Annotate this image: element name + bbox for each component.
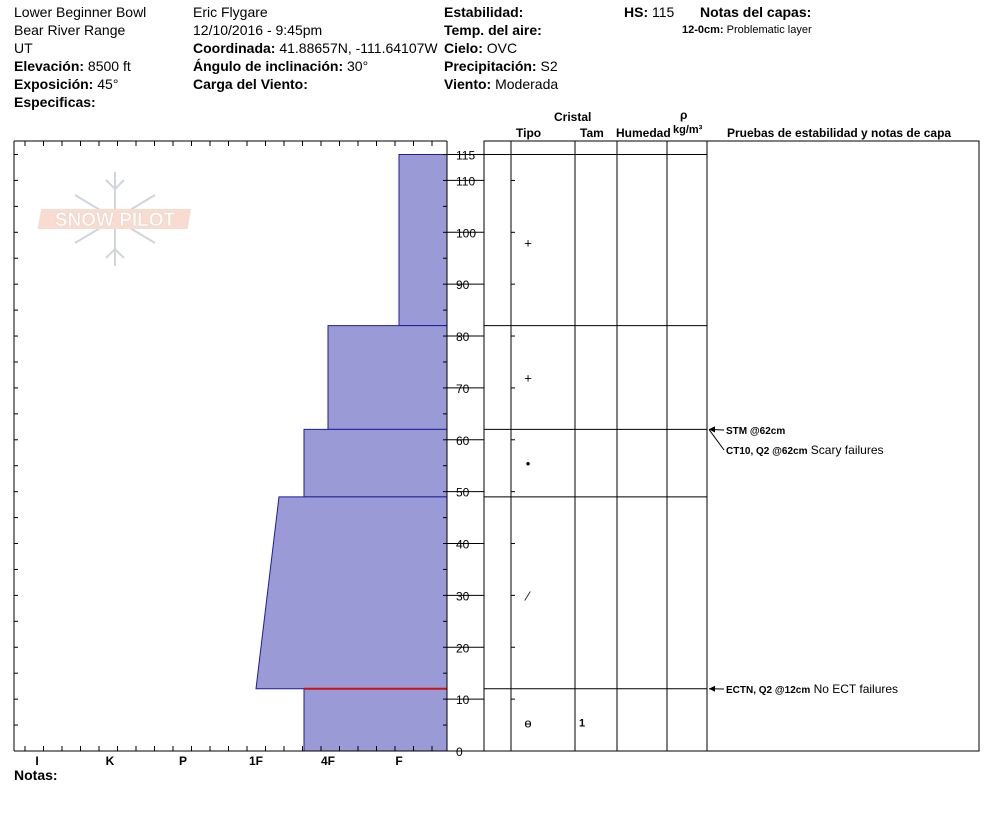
x-tick-label: I <box>35 754 38 768</box>
crystal-header: Cristal <box>554 110 592 124</box>
y-tick-label: 10 <box>456 693 470 707</box>
coordinates: Coordinada: 41.88657N, -111.64107W <box>193 40 438 56</box>
precip-value: S2 <box>540 58 558 74</box>
y-tick-label: 70 <box>456 382 470 396</box>
sky-label: Cielo: <box>444 40 483 56</box>
sky: Cielo: OVC <box>444 40 517 56</box>
test-result: CT10, Q2 @62cm <box>726 446 808 457</box>
observer-name: Eric Flygare <box>193 4 268 20</box>
y-tick-label: 90 <box>456 278 470 292</box>
hardness-plot: 0 10 20 30 40 50 60 70 80 90 100 110 115 I K P 1F 4F F <box>13 140 484 768</box>
hardness-layer-2 <box>303 428 448 498</box>
layer-note: 12-0cm: Problematic layer <box>682 24 812 37</box>
hardness-layer-3 <box>255 496 448 690</box>
stability-test-1: CT10, Q2 @62cm Scary failures <box>726 443 884 457</box>
wind-label: Viento: <box>444 76 492 92</box>
coordinates-label: Coordinada: <box>193 40 276 56</box>
size-header: Tam <box>580 126 604 140</box>
y-tick-label: 20 <box>456 641 470 655</box>
grain-type-symbol-2: • <box>526 456 531 471</box>
snowpilot-logo: SNOW PILOT <box>37 172 192 266</box>
layer-note-text: Problematic layer <box>726 24 812 36</box>
test-note: Scary failures <box>807 443 883 457</box>
x-tick-label: P <box>179 754 187 768</box>
wind-loading-label: Carga del Viento: <box>193 76 308 92</box>
y-tick-label: 50 <box>456 486 470 500</box>
x-tick-label: F <box>395 754 402 768</box>
grain-type-symbol-3: ⁄ <box>524 588 531 603</box>
y-tick-label: 115 <box>456 148 475 162</box>
test-arrow-line <box>708 429 725 451</box>
mountain-range: Bear River Range <box>14 22 126 38</box>
elevation-value: 8500 ft <box>87 58 131 74</box>
y-tick-label: 60 <box>456 434 470 448</box>
layers-table: + + • ⁄ ɵ 1 STM @62cm CT10, Q2 @62cm Scary fail… <box>483 140 980 752</box>
x-tick-label: 4F <box>321 754 335 768</box>
density-unit-header: kg/m³ <box>673 124 703 136</box>
grain-type-symbol-4: ɵ <box>524 715 531 730</box>
precipitation: Precipitación: S2 <box>444 58 558 74</box>
y-tick-label: 0 <box>456 745 463 759</box>
snow-height: HS: 115 <box>624 4 674 20</box>
observation-datetime: 12/10/2016 - 9:45pm <box>193 22 323 38</box>
y-tick-label: 80 <box>456 330 470 344</box>
aspect: Exposición: 45° <box>14 76 118 92</box>
type-header: Tipo <box>516 126 542 140</box>
y-tick-label: 30 <box>456 589 470 603</box>
grain-size-0: 1 <box>579 717 585 729</box>
y-tick-label: 40 <box>456 538 470 552</box>
aspect-label: Exposición: <box>14 76 94 92</box>
hardness-layer-0 <box>398 153 448 327</box>
tests-header: Pruebas de estabilidad y notas de capa <box>727 126 952 140</box>
hardness-layer-1 <box>327 325 448 430</box>
stability-test-0: STM @62cm <box>726 426 785 437</box>
grain-type-symbol-1: + <box>524 371 532 386</box>
y-tick-label: 100 <box>456 226 476 240</box>
test-result: STM @62cm <box>726 426 785 437</box>
elevation: Elevación: 8500 ft <box>14 58 131 74</box>
precip-label: Precipitación: <box>444 58 537 74</box>
test-arrow-head <box>709 426 715 433</box>
sky-value: OVC <box>486 40 518 56</box>
wind-value: Moderada <box>495 76 559 92</box>
aspect-value: 45° <box>97 76 119 92</box>
y-tick-label: 110 <box>456 174 475 188</box>
specifics-label: Especificas: <box>14 94 96 110</box>
state: UT <box>14 40 33 56</box>
stability-test-2: ECTN, Q2 @12cm No ECT failures <box>726 682 898 696</box>
moisture-header: Humedad <box>616 126 671 140</box>
rho-header: ρ <box>680 108 688 122</box>
wind: Viento: Moderada <box>444 76 558 92</box>
elevation-label: Elevación: <box>14 58 85 74</box>
incline-value: 30° <box>347 58 369 74</box>
hs-label: HS: <box>624 4 649 20</box>
layer-notes-label: Notas del capas: <box>700 4 812 20</box>
notes-label: Notas: <box>14 767 58 783</box>
x-tick-label: K <box>106 754 115 768</box>
hs-value: 115 <box>652 4 675 20</box>
logo-text: SNOW PILOT <box>55 210 176 231</box>
test-note: No ECT failures <box>810 682 898 696</box>
grain-type-symbol-0: + <box>524 236 532 251</box>
location-name: Lower Beginner Bowl <box>14 4 147 20</box>
table-frame <box>483 140 980 752</box>
coordinates-value: 41.88657N, -111.64107W <box>279 40 438 56</box>
hardness-layer-4 <box>303 688 448 752</box>
incline-label: Ángulo de inclinación: <box>193 58 344 74</box>
incline: Ángulo de inclinación: 30° <box>193 58 368 74</box>
test-arrow-head <box>709 685 715 692</box>
stability-label: Estabilidad: <box>444 4 524 20</box>
test-result: ECTN, Q2 @12cm <box>726 685 810 696</box>
x-tick-label: 1F <box>249 754 263 768</box>
layer-note-range: 12-0cm: <box>682 24 724 36</box>
air-temp-label: Temp. del aire: <box>444 22 542 38</box>
